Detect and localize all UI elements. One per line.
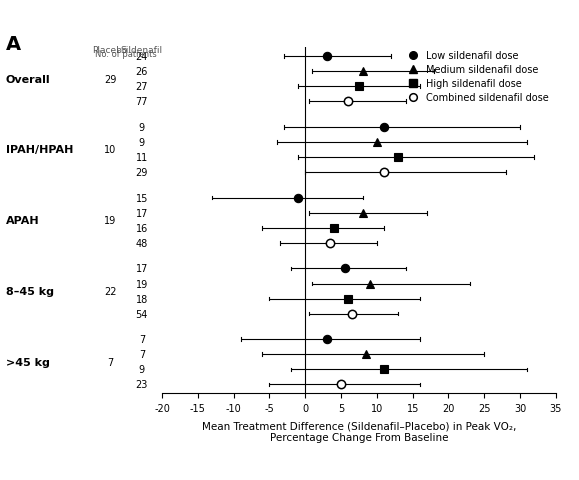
Text: 15: 15 <box>135 193 148 203</box>
Text: 29: 29 <box>104 74 116 84</box>
Text: 8–45 kg: 8–45 kg <box>6 287 54 297</box>
Text: 9: 9 <box>139 365 145 374</box>
Text: >45 kg: >45 kg <box>6 357 50 367</box>
Text: 23: 23 <box>135 380 148 390</box>
Text: Placebo: Placebo <box>92 46 128 55</box>
Text: 16: 16 <box>135 223 148 233</box>
Text: 26: 26 <box>135 67 148 77</box>
Text: APAH: APAH <box>6 216 39 226</box>
Text: 7: 7 <box>139 349 145 360</box>
Text: 10: 10 <box>104 145 116 155</box>
X-axis label: Mean Treatment Difference (Sildenafil–Placebo) in Peak VO₂,
Percentage Change Fr: Mean Treatment Difference (Sildenafil–Pl… <box>202 420 516 442</box>
Text: 19: 19 <box>135 279 148 289</box>
Text: Sildenafil: Sildenafil <box>121 46 163 55</box>
Text: 9: 9 <box>139 138 145 148</box>
Legend: Low sildenafil dose, Medium sildenafil dose, High sildenafil dose, Combined sild: Low sildenafil dose, Medium sildenafil d… <box>401 49 551 105</box>
Text: 7: 7 <box>139 335 145 345</box>
Text: 7: 7 <box>107 357 113 367</box>
Text: No. of patients: No. of patients <box>95 50 157 59</box>
Text: 54: 54 <box>135 309 148 319</box>
Text: 48: 48 <box>135 239 148 248</box>
Text: Overall: Overall <box>6 74 50 84</box>
Text: 77: 77 <box>135 97 148 107</box>
Text: 18: 18 <box>135 294 148 304</box>
Text: 11: 11 <box>135 153 148 163</box>
Text: 22: 22 <box>104 287 116 297</box>
Text: 24: 24 <box>135 52 148 62</box>
Text: 17: 17 <box>135 264 148 274</box>
Text: 29: 29 <box>135 168 148 178</box>
Text: 9: 9 <box>139 123 145 132</box>
Text: 17: 17 <box>135 208 148 218</box>
Text: A: A <box>6 35 21 54</box>
Text: 19: 19 <box>104 216 116 226</box>
Text: IPAH/HPAH: IPAH/HPAH <box>6 145 73 155</box>
Text: 27: 27 <box>135 82 148 92</box>
